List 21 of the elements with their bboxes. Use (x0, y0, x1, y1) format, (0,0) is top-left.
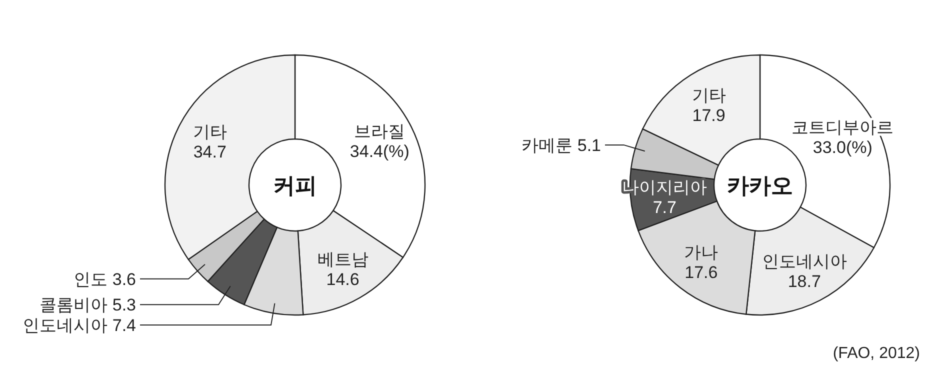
slice-label: 브라질 (354, 122, 406, 141)
data-label: 7.7 (652, 198, 676, 218)
slice-label: 기타 (692, 86, 726, 105)
text: 커피 (273, 173, 317, 198)
data-label: 33.0(%) (812, 138, 872, 158)
slice-label: 인도네시아 (762, 252, 847, 272)
text: (FAO, 2012) (832, 345, 920, 362)
data-label: 18.7 (788, 272, 821, 292)
slice-label: 인도네시아 7.4 (22, 316, 136, 335)
data-label: 34.7 (193, 142, 226, 162)
data-label: 34.4(%) (350, 142, 410, 161)
slice-label: 인도 3.6 (74, 270, 136, 289)
slice-label: 가나 (684, 242, 718, 262)
slice-label: 카메룬 5.1 (522, 136, 601, 155)
slice-label: 콜롬비아 5.3 (40, 296, 136, 315)
slice-label: 기타 (192, 122, 227, 142)
text: 카카오 (727, 173, 793, 198)
data-label: 17.6 (684, 262, 718, 282)
data-label: 17.9 (692, 106, 726, 125)
slice-label: 베트남 (317, 250, 368, 270)
data-label: 14.6 (326, 270, 360, 290)
